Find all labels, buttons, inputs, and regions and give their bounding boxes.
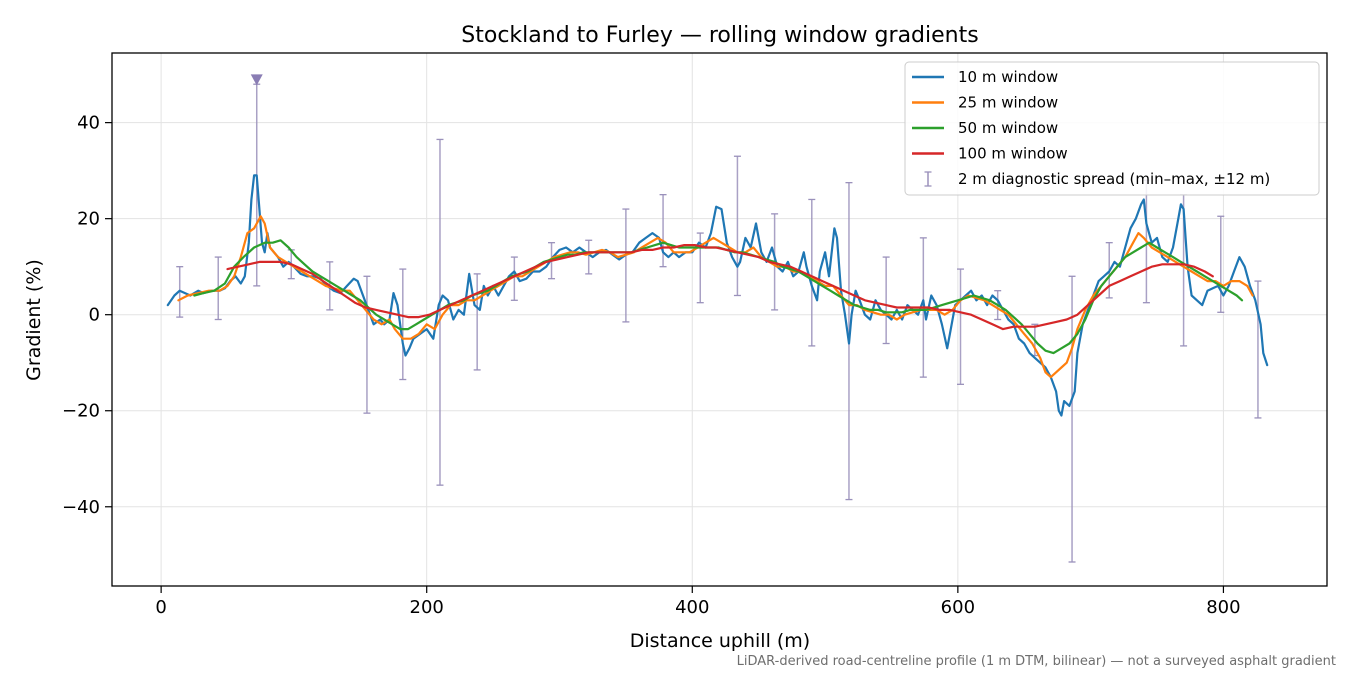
y-tick-label: 0 bbox=[89, 305, 100, 326]
footnote: LiDAR-derived road-centreline profile (1… bbox=[737, 654, 1336, 669]
plot-area bbox=[166, 74, 1269, 563]
series-line bbox=[226, 244, 1214, 331]
x-tick-label: 400 bbox=[675, 597, 709, 618]
y-axis-label: Gradient (%) bbox=[23, 259, 45, 381]
legend: 10 m window 25 m window 50 m window 100 m w… bbox=[904, 61, 1320, 196]
x-tick-label: 800 bbox=[1206, 597, 1240, 618]
y-tick-label: −40 bbox=[62, 497, 100, 518]
off-scale-marker bbox=[250, 74, 263, 86]
series-line bbox=[177, 215, 1254, 379]
plot-frame bbox=[111, 52, 1328, 587]
x-tick-label: 0 bbox=[155, 597, 166, 618]
x-axis-label: Distance uphill (m) bbox=[630, 630, 810, 652]
y-tick-label: 20 bbox=[77, 209, 100, 230]
x-tick-label: 200 bbox=[410, 597, 444, 618]
y-tick-label: 40 bbox=[77, 113, 100, 134]
y-tick-label: −20 bbox=[62, 401, 100, 422]
chart-title: Stockland to Furley — rolling window gra… bbox=[461, 23, 978, 48]
legend-label: 50 m window bbox=[958, 119, 1058, 137]
legend-label: 2 m diagnostic spread (min–max, ±12 m) bbox=[958, 170, 1270, 188]
legend-label: 100 m window bbox=[958, 145, 1068, 163]
legend-frame bbox=[904, 61, 1320, 196]
legend-label: 10 m window bbox=[958, 68, 1058, 86]
axis-ticks: 0 200 400 600 800 −40 −20 0 20 40 bbox=[62, 113, 1241, 618]
x-tick-label: 600 bbox=[941, 597, 975, 618]
legend-label: 25 m window bbox=[958, 94, 1058, 112]
series-line bbox=[166, 174, 1269, 417]
